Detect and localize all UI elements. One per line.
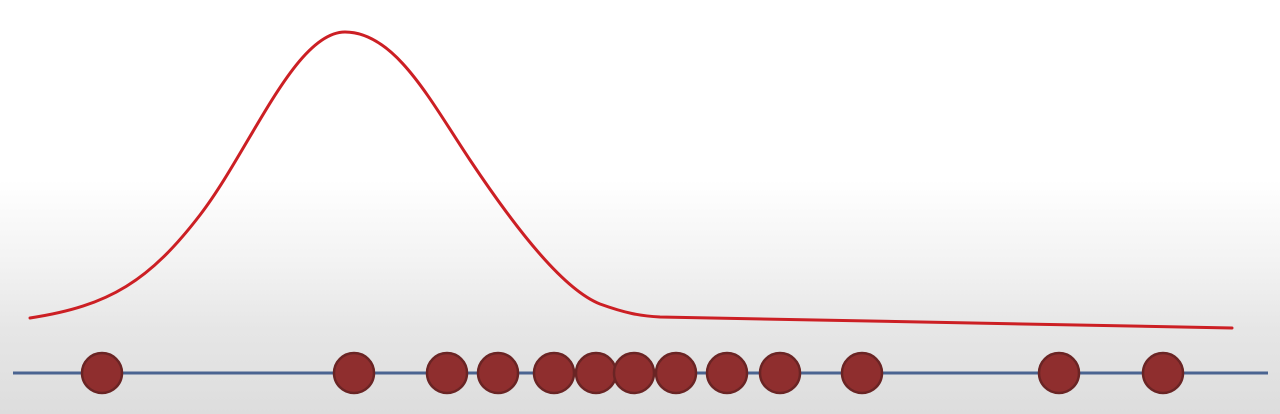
data-point (80, 351, 124, 395)
data-point (425, 351, 469, 395)
data-point (1141, 351, 1185, 395)
data-point (612, 351, 656, 395)
data-point (532, 351, 576, 395)
data-point (574, 351, 618, 395)
data-points (80, 351, 1185, 395)
data-point (758, 351, 802, 395)
data-point (705, 351, 749, 395)
data-point (476, 351, 520, 395)
data-point (654, 351, 698, 395)
data-point (332, 351, 376, 395)
density-curve (28, 30, 1234, 330)
data-point (840, 351, 884, 395)
data-point (1037, 351, 1081, 395)
